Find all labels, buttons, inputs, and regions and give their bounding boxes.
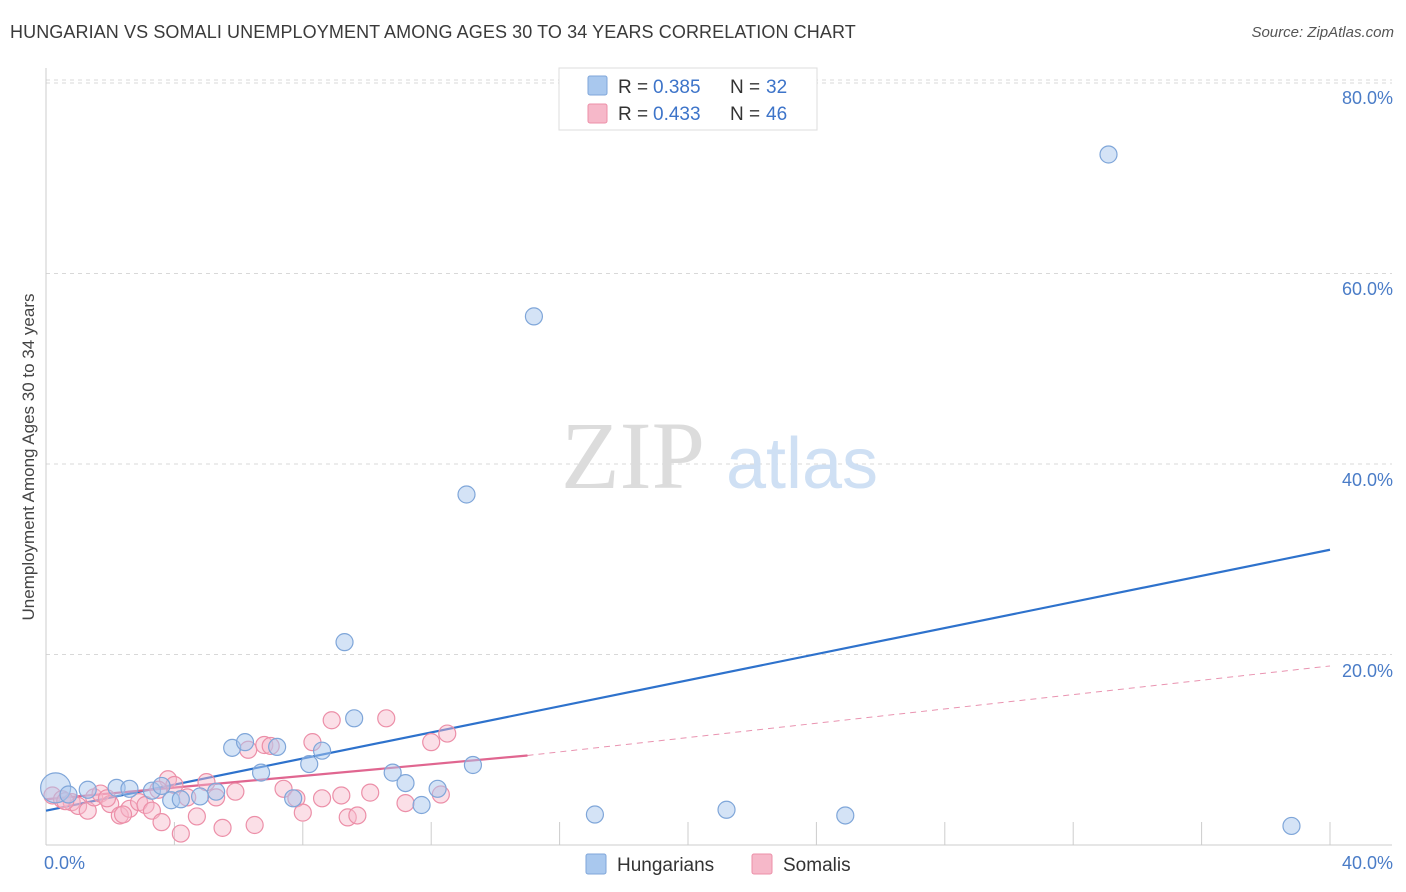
y-axis-label: Unemployment Among Ages 30 to 34 years bbox=[19, 294, 38, 621]
legend-r-label-hungarians: R = bbox=[618, 77, 648, 98]
point-somali bbox=[113, 805, 133, 824]
y-tick-label-60: 60.0% bbox=[1342, 279, 1393, 299]
point-hungarian bbox=[457, 485, 476, 504]
legend-r-label-somalis: R = bbox=[618, 104, 648, 125]
point-hungarian bbox=[207, 782, 226, 801]
stats-legend: R = 0.385 N = 32 R = 0.433 N = 46 bbox=[558, 67, 818, 131]
data-points bbox=[40, 145, 1301, 843]
watermark-zip: ZIP bbox=[561, 402, 705, 509]
x-tick-label-max: 40.0% bbox=[1342, 853, 1393, 873]
trend-line-somalis-extended bbox=[527, 665, 1331, 756]
point-hungarian bbox=[383, 763, 402, 782]
point-somali bbox=[377, 709, 396, 728]
chart-title: HUNGARIAN VS SOMALI UNEMPLOYMENT AMONG A… bbox=[10, 22, 856, 42]
point-hungarian bbox=[190, 787, 210, 806]
legend-label-hungarians: Hungarians bbox=[617, 855, 714, 876]
legend-swatch-somalis bbox=[587, 103, 608, 124]
point-somali bbox=[438, 724, 457, 743]
legend-swatch-hungarians-bottom bbox=[585, 853, 607, 875]
point-hungarian bbox=[1099, 145, 1118, 164]
legend-n-label-hungarians: N = bbox=[730, 77, 760, 98]
point-somali bbox=[332, 786, 351, 805]
point-hungarian bbox=[300, 754, 319, 774]
point-hungarian bbox=[412, 795, 431, 815]
source-credit: Source: ZipAtlas.com bbox=[1251, 24, 1394, 41]
trend-lines bbox=[45, 548, 1331, 812]
point-hungarian bbox=[836, 806, 855, 825]
legend-r-value-hungarians: 0.385 bbox=[653, 77, 701, 98]
point-somali bbox=[152, 813, 171, 832]
point-hungarian bbox=[463, 755, 483, 775]
point-hungarian bbox=[428, 779, 447, 798]
point-hungarian bbox=[524, 307, 544, 326]
trend-line-hungarians bbox=[45, 548, 1331, 812]
point-hungarian bbox=[78, 780, 97, 799]
legend-swatch-hungarians bbox=[587, 75, 608, 96]
y-tick-label-20: 20.0% bbox=[1342, 661, 1393, 681]
watermark-atlas: atlas bbox=[726, 424, 878, 504]
point-hungarian bbox=[1282, 816, 1301, 836]
point-somali bbox=[422, 733, 441, 752]
point-hungarian bbox=[171, 790, 190, 809]
point-hungarian bbox=[152, 776, 171, 796]
point-hungarian bbox=[717, 800, 736, 819]
point-somali bbox=[187, 807, 206, 826]
point-somali bbox=[171, 824, 190, 843]
point-hungarian bbox=[312, 741, 332, 760]
point-hungarian bbox=[284, 789, 303, 808]
grid-lines bbox=[45, 68, 1392, 846]
point-somali bbox=[312, 789, 332, 808]
point-hungarian bbox=[345, 709, 364, 728]
legend-swatch-somalis-bottom bbox=[751, 853, 773, 875]
point-hungarian bbox=[120, 779, 139, 798]
y-tick-label-80: 80.0% bbox=[1342, 88, 1393, 108]
point-somali bbox=[396, 793, 415, 813]
point-somali bbox=[322, 711, 341, 730]
legend-n-value-somalis: 46 bbox=[766, 104, 787, 125]
point-hungarian bbox=[585, 805, 605, 824]
point-somali bbox=[213, 818, 232, 837]
point-somali bbox=[226, 782, 245, 801]
y-tick-label-40: 40.0% bbox=[1342, 470, 1393, 490]
series-legend: Hungarians Somalis bbox=[585, 853, 851, 876]
point-hungarian bbox=[335, 633, 354, 652]
point-hungarian bbox=[59, 785, 78, 804]
x-tick-label-min: 0.0% bbox=[44, 853, 85, 873]
point-somali bbox=[348, 806, 367, 825]
point-somali bbox=[361, 783, 380, 802]
point-hungarian bbox=[268, 737, 287, 756]
point-somali bbox=[245, 815, 264, 835]
legend-r-value-somalis: 0.433 bbox=[653, 104, 701, 125]
point-hungarian bbox=[251, 763, 271, 782]
legend-label-somalis: Somalis bbox=[783, 855, 851, 876]
legend-n-label-somalis: N = bbox=[730, 104, 760, 125]
point-hungarian bbox=[396, 773, 415, 793]
point-somali bbox=[293, 803, 312, 822]
point-hungarian bbox=[235, 733, 255, 752]
legend-n-value-hungarians: 32 bbox=[766, 77, 787, 98]
